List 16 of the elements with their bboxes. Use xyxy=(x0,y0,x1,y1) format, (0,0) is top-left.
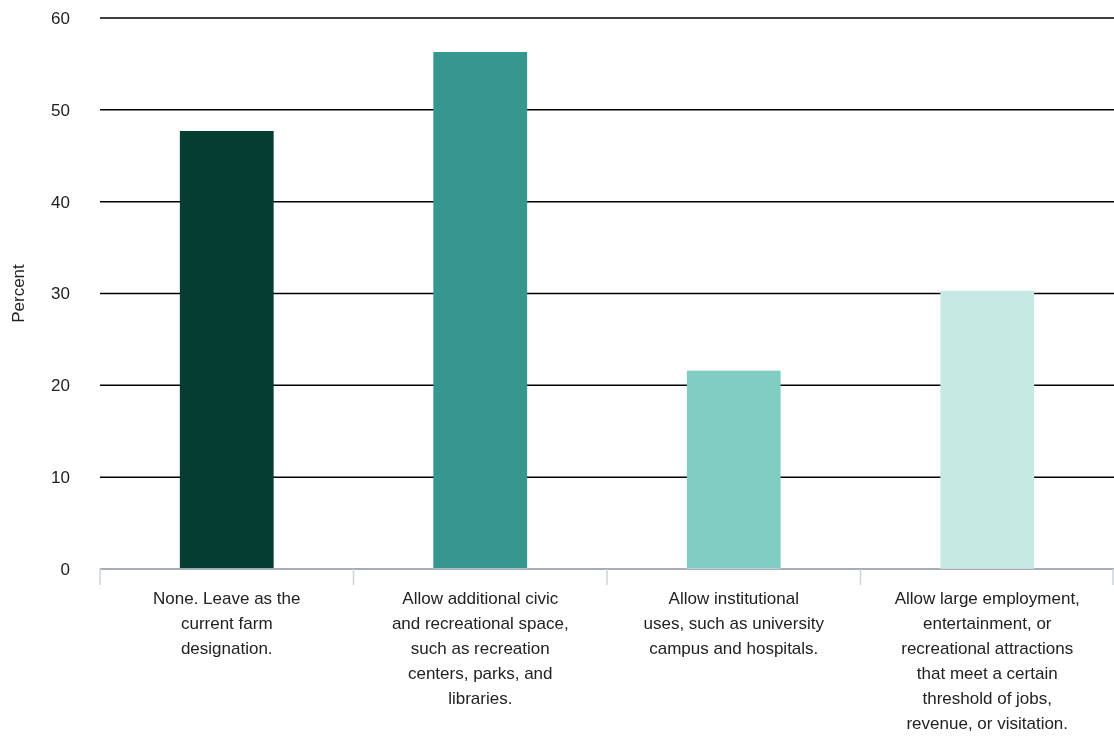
x-tick-label: Allow additional civic and recreational space, such as recreation centers, parks, and libraries. xyxy=(391,589,569,708)
y-tick-label: 40 xyxy=(51,192,70,212)
bar xyxy=(433,51,528,569)
x-tick-label: Allow institutional uses, such as university campus and hospitals. xyxy=(643,589,825,658)
x-tick-label: Allow large employment, entertainment, or recreational attractions that meet a certain threshold of jobs, revenue, or visitation. xyxy=(894,589,1080,733)
y-tick-label: 0 xyxy=(60,559,70,579)
x-tick-label: None. Leave as the current farm designation. xyxy=(153,589,301,658)
bar xyxy=(179,130,274,569)
y-axis-title: Percent xyxy=(9,263,28,323)
y-tick-label: 20 xyxy=(51,376,70,396)
y-tick-label: 60 xyxy=(51,8,70,28)
y-tick-label: 50 xyxy=(51,100,70,120)
y-tick-label: 10 xyxy=(51,468,70,488)
bar xyxy=(940,290,1035,569)
y-tick-label: 30 xyxy=(51,284,70,304)
bar xyxy=(686,370,781,569)
